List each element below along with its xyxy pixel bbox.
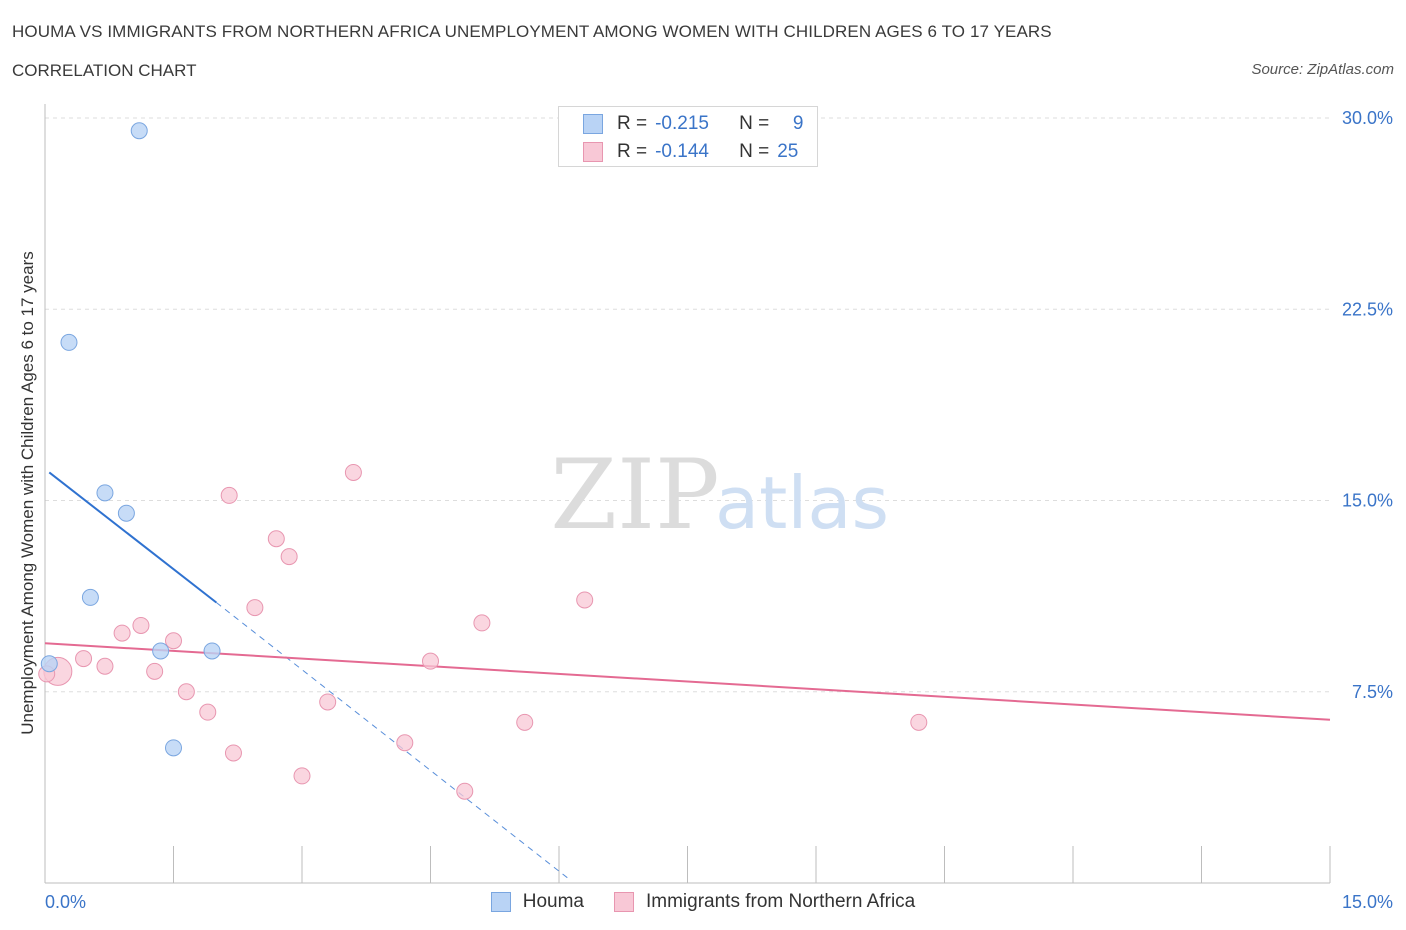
immigrants-point: [516, 713, 534, 731]
houma-point: [81, 588, 99, 606]
immigrants-r-label: R =: [617, 141, 648, 162]
houma-r-label: R =: [617, 113, 648, 134]
immigrants-point: [246, 599, 264, 617]
x-tick-label: 15.0%: [1342, 892, 1393, 912]
houma-legend-label: Houma: [522, 891, 584, 912]
immigrants-point: [113, 624, 131, 642]
watermark-zip: ZIP: [550, 439, 719, 551]
immigrants-point: [199, 703, 217, 721]
data-points: [38, 122, 928, 800]
houma-point: [165, 739, 182, 757]
immigrants-point: [177, 683, 195, 701]
grid-lines: [45, 117, 1330, 693]
tick-labels: 7.5% 15.0% 22.5% 30.0% 0.0% 15.0%: [45, 108, 1393, 912]
legend-item-immigrants[interactable]: Immigrants from Northern Africa: [614, 891, 915, 913]
immigrants-point: [576, 591, 594, 609]
houma-n-label: N =: [739, 113, 770, 134]
houma-trend-line: [48, 471, 217, 604]
legend-item-houma[interactable]: Houma: [490, 891, 584, 913]
y-tick-label: 30.0%: [1342, 108, 1393, 128]
chart-subtitle: CORRELATION CHART: [12, 61, 197, 80]
houma-point: [40, 655, 58, 673]
immigrants-point: [319, 693, 337, 711]
houma-point: [203, 642, 221, 660]
immigrants-point: [96, 657, 114, 675]
immigrants-point: [396, 734, 414, 752]
houma-trend-extension: [216, 602, 568, 879]
immigrants-point: [267, 530, 285, 548]
houma-point: [130, 122, 148, 140]
immigrants-point: [220, 486, 238, 504]
x-tick-label: 0.0%: [45, 892, 86, 912]
immigrants-point: [473, 614, 491, 632]
stats-legend: R = -0.215 N = 9 R = -0.144 N = 25: [558, 106, 818, 167]
immigrants-point: [910, 713, 928, 731]
chart-title: HOUMA VS IMMIGRANTS FROM NORTHERN AFRICA…: [12, 22, 1052, 41]
immigrants-point: [456, 782, 474, 800]
watermark-atlas: atlas: [715, 461, 889, 545]
immigrants-point: [422, 652, 439, 670]
immigrants-point: [75, 650, 93, 668]
y-tick-label: 22.5%: [1342, 299, 1393, 319]
houma-swatch: [583, 114, 603, 134]
immigrants-point: [165, 632, 182, 650]
immigrants-legend-label: Immigrants from Northern Africa: [646, 891, 916, 912]
axes: [44, 104, 1331, 884]
y-tick-label: 15.0%: [1342, 491, 1393, 511]
immigrants-point: [146, 662, 164, 680]
houma-r-value: -0.215: [655, 113, 709, 134]
series-legend: Houma Immigrants from Northern Africa: [0, 889, 1406, 915]
immigrants-point: [280, 548, 298, 566]
immigrants-swatch: [583, 142, 603, 162]
houma-point: [60, 333, 78, 351]
legend-row-immigrants: R = -0.144 N = 25: [583, 140, 807, 164]
immigrants-r-value: -0.144: [655, 141, 709, 162]
y-axis-label: Unemployment Among Women with Children A…: [18, 251, 37, 735]
immigrants-n-label: N =: [739, 141, 770, 162]
immigrants-point: [224, 744, 242, 762]
houma-n-value: 9: [792, 113, 804, 134]
houma-point: [117, 504, 135, 522]
y-tick-label: 7.5%: [1352, 682, 1393, 702]
immigrants-point: [132, 616, 150, 634]
immigrants-point: [344, 463, 362, 481]
houma-legend-swatch: [490, 892, 511, 912]
legend-row-houma: R = -0.215 N = 9: [583, 112, 813, 136]
immigrants-legend-swatch: [614, 892, 634, 912]
source-credit: Source: ZipAtlas.com: [1251, 61, 1394, 78]
immigrants-n-value: 25: [777, 141, 799, 162]
immigrants-trend-line: [44, 642, 1331, 721]
houma-point: [96, 484, 114, 502]
immigrants-point: [293, 767, 311, 785]
trend-lines: [44, 471, 1331, 879]
houma-point: [152, 642, 170, 660]
